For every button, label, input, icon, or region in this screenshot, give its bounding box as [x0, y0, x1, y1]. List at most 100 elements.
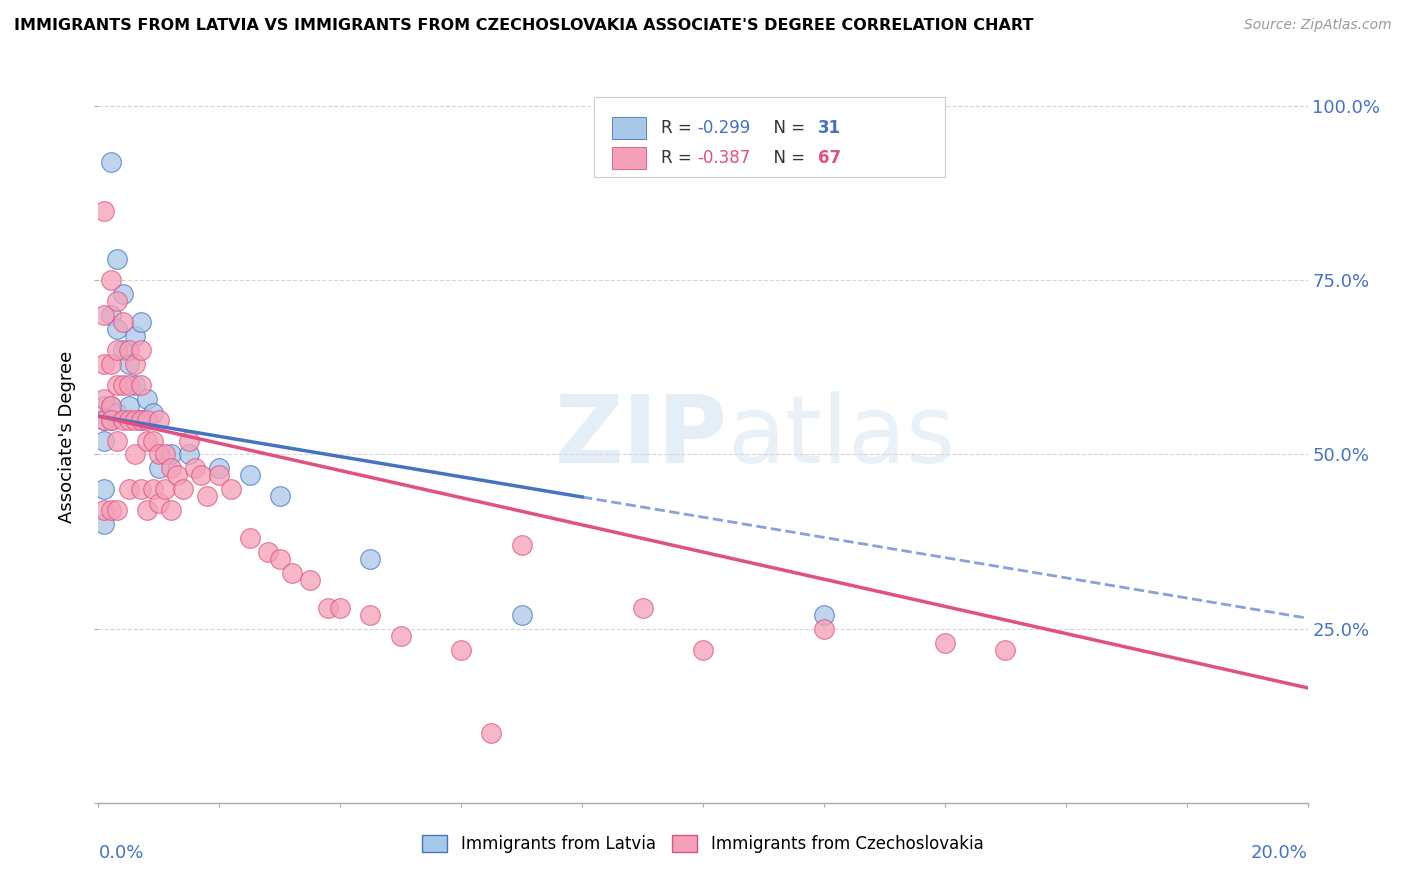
Point: [124, 357, 146, 371]
Point: [510, 607, 533, 622]
Point: [360, 607, 382, 622]
Point: [281, 566, 304, 580]
Point: [100, 155, 122, 169]
Point: [93, 399, 115, 413]
Point: [118, 412, 141, 426]
Point: [389, 629, 412, 643]
Point: [148, 461, 170, 475]
Point: [100, 399, 122, 413]
Point: [239, 531, 262, 545]
Point: [179, 448, 201, 462]
Text: 20.0%: 20.0%: [1251, 845, 1308, 863]
Point: [100, 412, 122, 426]
Point: [111, 343, 134, 357]
Point: [135, 503, 157, 517]
Point: [256, 545, 278, 559]
Point: [105, 377, 128, 392]
Point: [111, 287, 134, 301]
Point: [93, 434, 115, 448]
Point: [118, 399, 141, 413]
Point: [172, 483, 194, 497]
Point: [111, 315, 134, 329]
Point: [450, 642, 472, 657]
Text: 31: 31: [818, 119, 841, 136]
Point: [692, 642, 714, 657]
Text: N =: N =: [763, 149, 811, 167]
Point: [100, 308, 122, 322]
Point: [129, 315, 152, 329]
Point: [105, 503, 128, 517]
Point: [360, 552, 382, 566]
Point: [111, 377, 134, 392]
Point: [148, 496, 170, 510]
Point: [190, 468, 212, 483]
Point: [93, 412, 115, 426]
Point: [148, 412, 170, 426]
Point: [135, 412, 157, 426]
Text: atlas: atlas: [727, 391, 956, 483]
FancyBboxPatch shape: [595, 97, 945, 178]
Point: [124, 412, 146, 426]
Point: [93, 308, 115, 322]
Text: 67: 67: [818, 149, 841, 167]
Point: [239, 468, 262, 483]
Point: [93, 503, 115, 517]
Point: [299, 573, 322, 587]
Point: [100, 357, 122, 371]
Text: R =: R =: [661, 149, 697, 167]
Point: [93, 357, 115, 371]
Point: [269, 552, 291, 566]
Point: [481, 726, 503, 740]
Text: R =: R =: [661, 119, 697, 136]
Point: [142, 406, 165, 420]
Point: [166, 468, 188, 483]
Point: [105, 406, 128, 420]
Point: [100, 273, 122, 287]
Point: [100, 412, 122, 426]
Point: [153, 448, 176, 462]
Point: [934, 635, 956, 649]
Point: [105, 294, 128, 309]
Text: N =: N =: [763, 119, 811, 136]
Point: [129, 377, 152, 392]
Point: [105, 252, 128, 267]
Point: [269, 489, 291, 503]
Text: IMMIGRANTS FROM LATVIA VS IMMIGRANTS FROM CZECHOSLOVAKIA ASSOCIATE'S DEGREE CORR: IMMIGRANTS FROM LATVIA VS IMMIGRANTS FRO…: [14, 18, 1033, 33]
Point: [329, 600, 352, 615]
Point: [153, 483, 176, 497]
Point: [510, 538, 533, 552]
Point: [118, 377, 141, 392]
Point: [148, 448, 170, 462]
Point: [813, 607, 835, 622]
Point: [316, 600, 339, 615]
Y-axis label: Associate's Degree: Associate's Degree: [58, 351, 76, 524]
Point: [631, 600, 654, 615]
Point: [160, 448, 183, 462]
FancyBboxPatch shape: [613, 117, 647, 138]
Point: [105, 434, 128, 448]
Point: [813, 622, 835, 636]
Point: [124, 448, 146, 462]
Point: [124, 329, 146, 343]
Point: [195, 489, 218, 503]
Text: -0.387: -0.387: [697, 149, 751, 167]
Point: [135, 434, 157, 448]
Point: [129, 483, 152, 497]
Point: [135, 392, 157, 406]
Point: [129, 412, 152, 426]
Point: [93, 483, 115, 497]
Point: [129, 412, 152, 426]
Point: [93, 203, 115, 218]
Text: 0.0%: 0.0%: [98, 845, 143, 863]
Point: [93, 392, 115, 406]
Point: [160, 503, 183, 517]
Text: ZIP: ZIP: [554, 391, 727, 483]
Point: [124, 377, 146, 392]
Legend: Immigrants from Latvia, Immigrants from Czechoslovakia: Immigrants from Latvia, Immigrants from …: [422, 835, 984, 853]
Point: [118, 357, 141, 371]
Point: [179, 434, 201, 448]
FancyBboxPatch shape: [613, 147, 647, 169]
Point: [208, 461, 231, 475]
Point: [105, 343, 128, 357]
Point: [208, 468, 231, 483]
